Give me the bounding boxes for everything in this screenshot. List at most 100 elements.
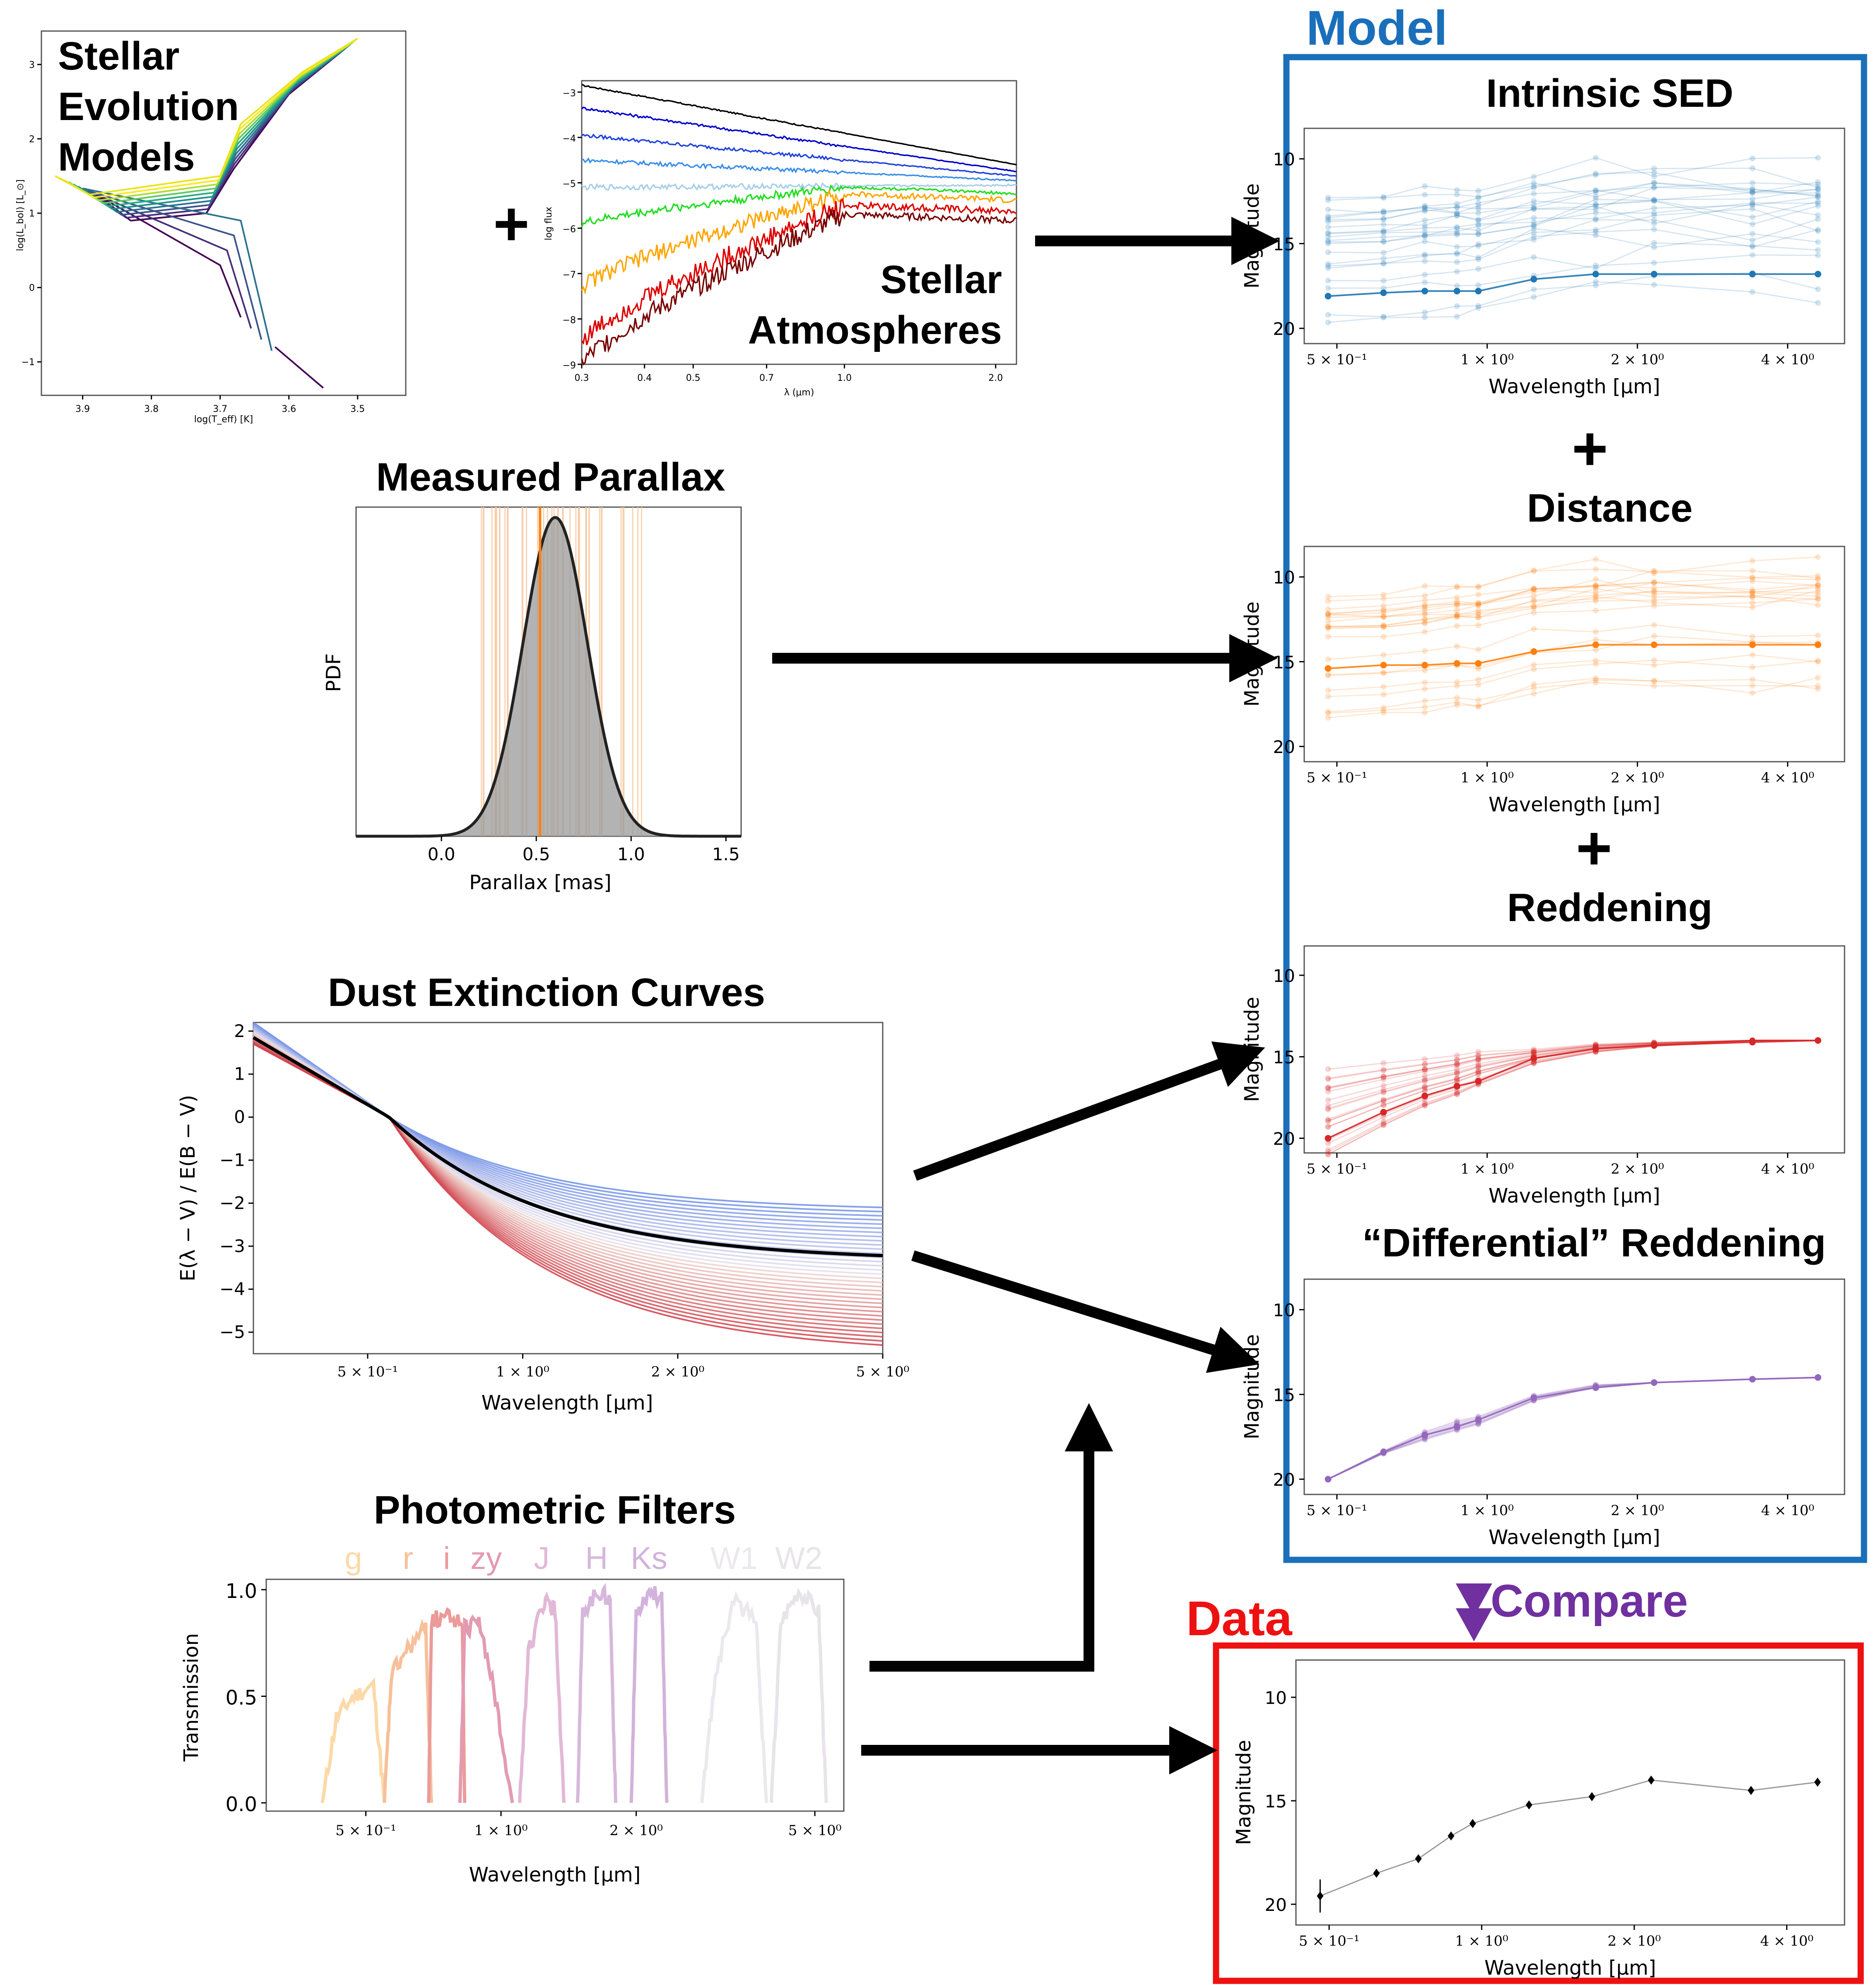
dust-ytick-label: −5: [219, 1322, 245, 1342]
sed-highlight-point: [1380, 1109, 1387, 1116]
filter-xtick-label: 5 × 10⁰: [788, 1822, 842, 1839]
sed-sample-point: [1651, 169, 1657, 176]
sed-sample-point: [1531, 603, 1537, 609]
sed-sample-point: [1454, 702, 1460, 708]
intrinsic-sed-title: Intrinsic SED: [1486, 71, 1733, 115]
sed-sample-point: [1475, 1053, 1481, 1059]
sed-sample-point: [1380, 608, 1387, 614]
extinction-reference-curve: [252, 1036, 883, 1258]
sed-sample-point: [1454, 1066, 1460, 1073]
arrow-dust-to-differential: [911, 1250, 1259, 1373]
sed-frame: [1303, 1278, 1845, 1495]
sed-sample-point: [1380, 624, 1387, 630]
sed-sample-point: [1531, 254, 1537, 260]
sed-sample-line: [1328, 581, 1818, 618]
sed-sample-point: [1815, 593, 1821, 599]
sed-sample-point: [1422, 583, 1428, 589]
sed-ytick-label: 10: [1273, 568, 1295, 588]
sed-sample-point: [1380, 194, 1387, 200]
sed-sample-point: [1593, 576, 1599, 582]
sed-sample-point: [1454, 601, 1460, 607]
sed-sample-line: [1328, 624, 1818, 660]
sed-sample-point: [1422, 1088, 1428, 1094]
sed-sample-point: [1325, 672, 1331, 679]
sed-sample-line: [1328, 659, 1818, 697]
filter-curve-ks: [629, 1586, 669, 1803]
sed-sample-line: [1328, 598, 1818, 638]
sed-xtick-label: 1 × 10⁰: [1461, 1161, 1514, 1177]
stellar-atmospheres-title-line1: Stellar: [881, 257, 1002, 302]
sed-sample-point: [1325, 249, 1331, 255]
sed-sample-point: [1475, 676, 1481, 683]
sed-sample-point: [1749, 201, 1756, 207]
sed-sample-point: [1325, 1085, 1331, 1091]
sed-ytick-label: 15: [1273, 234, 1295, 254]
arrow-filters-to-dust: [869, 1403, 1113, 1672]
sed-sample-point: [1531, 568, 1537, 574]
sed-sample-line: [1328, 635, 1818, 676]
sed-sample-point: [1651, 589, 1657, 595]
sed-sample-point: [1593, 675, 1599, 681]
differential-reddening-title: “Differential” Reddening: [1362, 1221, 1826, 1265]
sed-sample-point: [1325, 710, 1331, 716]
sed-sample-point: [1531, 229, 1537, 236]
sed-sample-line: [1328, 157, 1818, 198]
sed-sample-point: [1651, 217, 1657, 223]
sed-sample-point: [1380, 208, 1387, 214]
reddening-sed-chart: 10 15 20 5 × 10⁻¹ 1 × 10⁰ 2 × 10⁰ 4 × 10⁰ Wavel…: [1240, 945, 1845, 1208]
sed-sample-point: [1475, 1422, 1481, 1428]
sed-sample-line: [1328, 281, 1818, 323]
sed-sample-point: [1815, 226, 1821, 233]
sed-sample-point: [1325, 285, 1331, 291]
sed-sample-point: [1593, 583, 1599, 589]
spec-ytick-label: −8: [563, 315, 576, 325]
sed-sample-point: [1454, 683, 1460, 689]
sed-sample-point: [1475, 221, 1481, 227]
filter-ytick-label: 1.0: [226, 1580, 257, 1603]
data-box: [1213, 1642, 1864, 1984]
sed-sample-point: [1422, 1078, 1428, 1084]
sed-sample-point: [1593, 202, 1599, 208]
data-point: [1317, 1891, 1324, 1901]
sed-sample-point: [1454, 212, 1460, 219]
sed-sample-point: [1380, 1067, 1387, 1073]
sed-sample-point: [1325, 1105, 1331, 1112]
sed-sample-point: [1815, 194, 1821, 200]
sed-sample-line: [1328, 1039, 1818, 1088]
sed-sample-point: [1454, 313, 1460, 320]
sed-sample-point: [1651, 579, 1657, 585]
sed-sample-point: [1815, 659, 1821, 665]
sed-sample-point: [1325, 614, 1331, 621]
sed-sample-point: [1380, 634, 1387, 640]
sed-sample-point: [1380, 610, 1387, 616]
sed-sample-point: [1531, 681, 1537, 688]
sed-sample-point: [1380, 210, 1387, 217]
sed-sample-point: [1531, 190, 1537, 197]
sed-sample-point: [1380, 285, 1387, 291]
sed-sample-point: [1454, 230, 1460, 236]
sed-sample-point: [1422, 1078, 1428, 1084]
sed-sample-point: [1325, 312, 1331, 318]
sed-sample-line: [1328, 570, 1818, 610]
sed-sample-point: [1325, 1118, 1331, 1124]
sed-highlight-point: [1651, 271, 1658, 278]
sed-sample-point: [1531, 685, 1537, 691]
sed-sample-point: [1815, 184, 1821, 190]
sed-sample-point: [1422, 620, 1428, 626]
sed-sample-point: [1749, 214, 1756, 220]
sed-sample-point: [1380, 228, 1387, 234]
spectrum-line: [581, 208, 1017, 366]
sed-sample-point: [1475, 614, 1481, 621]
sed-sample-point: [1454, 204, 1460, 210]
sed-sample-point: [1593, 265, 1599, 272]
sed-sample-point: [1651, 226, 1657, 233]
sed-sample-point: [1531, 215, 1537, 221]
sed-sample-point: [1380, 209, 1387, 215]
sed-sample-point: [1815, 198, 1821, 205]
sed-sample-point: [1380, 707, 1387, 713]
sed-sample-point: [1380, 1089, 1387, 1095]
sed-sample-point: [1651, 205, 1657, 211]
spectrum-line: [581, 84, 1017, 166]
sed-sample-point: [1749, 155, 1756, 161]
sed-sample-point: [1475, 610, 1481, 616]
